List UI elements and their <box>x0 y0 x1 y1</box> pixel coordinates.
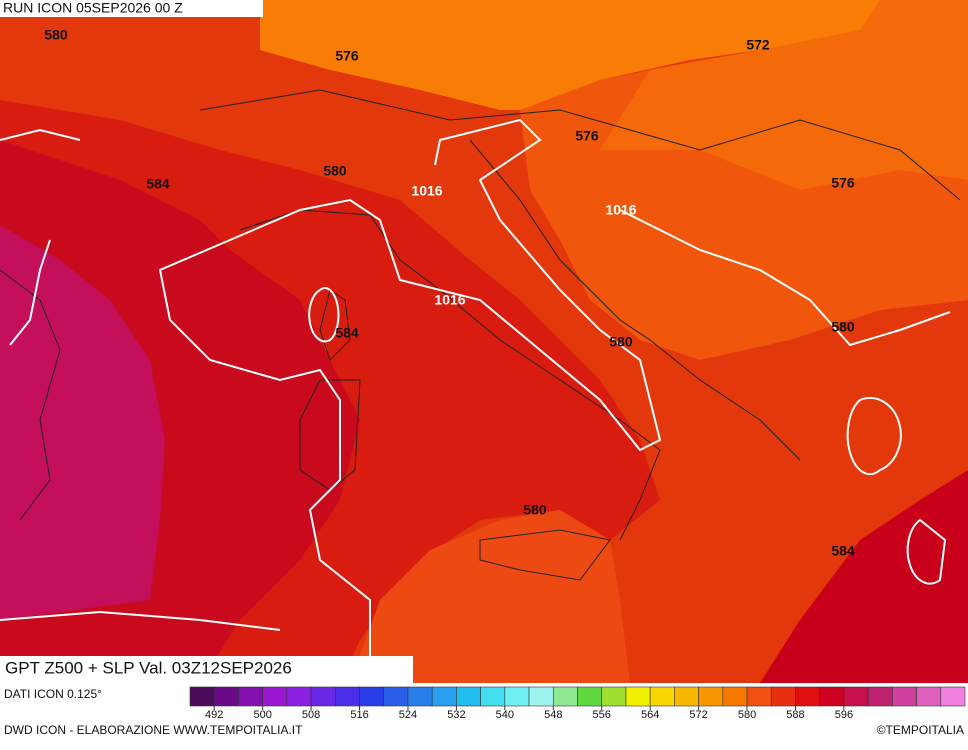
colorbar-swatch <box>674 686 699 707</box>
colorbar-tick-label: 596 <box>835 709 853 721</box>
field-576-south <box>350 510 630 683</box>
colorbar-swatch <box>601 686 627 707</box>
source-label: DATI ICON 0.125° <box>4 687 102 701</box>
colorbar-swatch <box>456 686 481 707</box>
colorbar-swatch <box>407 686 433 707</box>
colorbar-swatch <box>262 686 288 707</box>
colorbar-swatch <box>795 686 820 707</box>
colorbar-swatch <box>577 686 603 707</box>
colorbar-swatch <box>431 686 457 707</box>
colorbar-swatch <box>867 686 893 707</box>
colorbar-swatch <box>286 686 312 707</box>
contour-label: 1016 <box>434 292 465 308</box>
contour-label: 580 <box>609 334 633 350</box>
colorbar-tick-label: 588 <box>786 709 804 721</box>
colorbar-tick-label: 492 <box>205 709 223 721</box>
colorbar-tick-label: 556 <box>593 709 611 721</box>
colorbar-tick-label: 580 <box>738 709 756 721</box>
colorbar-swatch <box>310 686 336 707</box>
colorbar-swatch <box>698 686 724 707</box>
colorbar-swatch <box>843 686 869 707</box>
isobars <box>0 118 951 660</box>
colorbar-tick-label: 524 <box>399 709 417 721</box>
contour-label: 580 <box>523 502 547 518</box>
colorbar-swatch <box>649 686 675 707</box>
colorbar-tick-label: 564 <box>641 709 659 721</box>
contour-label: 580 <box>323 163 347 179</box>
colorbar-swatch <box>916 686 942 707</box>
colorbar-swatch <box>238 686 263 707</box>
credit-label: DWD ICON - ELABORAZIONE WWW.TEMPOITALIA.… <box>4 723 303 737</box>
contour-label: 576 <box>575 128 599 144</box>
colorbar-swatch <box>359 686 385 707</box>
map: 580 576 572 576 576 584 580 1016 1016 10… <box>0 0 968 683</box>
colorbar-swatch <box>770 686 796 707</box>
contour-label: 576 <box>831 175 855 191</box>
title-box <box>0 656 413 683</box>
colorbar-swatch <box>480 686 506 707</box>
map-title: GPT Z500 + SLP Val. 03Z12SEP2026 <box>5 658 292 677</box>
colorbar-swatch <box>819 686 845 707</box>
colorbar-tick-label: 508 <box>302 709 320 721</box>
colorbar-tick-label: 540 <box>496 709 514 721</box>
colorbar-swatch <box>189 686 215 707</box>
run-label: RUN ICON 05SEP2026 00 Z <box>3 0 183 16</box>
colorbar-swatch <box>722 686 748 707</box>
colorbar-tick-label: 572 <box>689 709 707 721</box>
contour-label: 576 <box>335 48 359 64</box>
colorbar: 492 500 508 516 524 532 540 548 556 564 572 580 588 5… <box>189 686 966 721</box>
copyright-label: ©TEMPOITALIA <box>877 723 964 737</box>
contour-label: 580 <box>44 27 68 43</box>
colorbar-tick-label: 500 <box>253 709 271 721</box>
field-572 <box>260 0 968 110</box>
contour-label: 572 <box>746 37 770 53</box>
colorbar-swatch <box>528 686 554 707</box>
colorbar-swatch <box>746 686 772 707</box>
run-box <box>0 0 263 17</box>
colorbar-swatch <box>335 686 360 707</box>
colorbar-tick-label: 516 <box>350 709 368 721</box>
contour-labels: 580 576 572 576 576 584 580 1016 1016 10… <box>44 27 855 559</box>
colorbar-swatch <box>213 686 239 707</box>
colorbar-swatch <box>552 686 578 707</box>
colorbar-swatch <box>940 686 966 707</box>
contour-label: 1016 <box>605 202 636 218</box>
contour-label: 580 <box>831 319 855 335</box>
colorbar-swatch <box>625 686 651 707</box>
colorbar-swatch <box>892 686 917 707</box>
colorbar-tick-label: 532 <box>447 709 465 721</box>
contour-label: 1016 <box>411 183 442 199</box>
colorbar-swatch <box>383 686 409 707</box>
contour-label: 584 <box>146 176 170 192</box>
contour-label: 584 <box>335 325 359 341</box>
contour-label: 584 <box>831 543 855 559</box>
colorbar-swatch <box>504 686 530 707</box>
colorbar-tick-label: 548 <box>544 709 562 721</box>
field-588 <box>0 225 165 620</box>
